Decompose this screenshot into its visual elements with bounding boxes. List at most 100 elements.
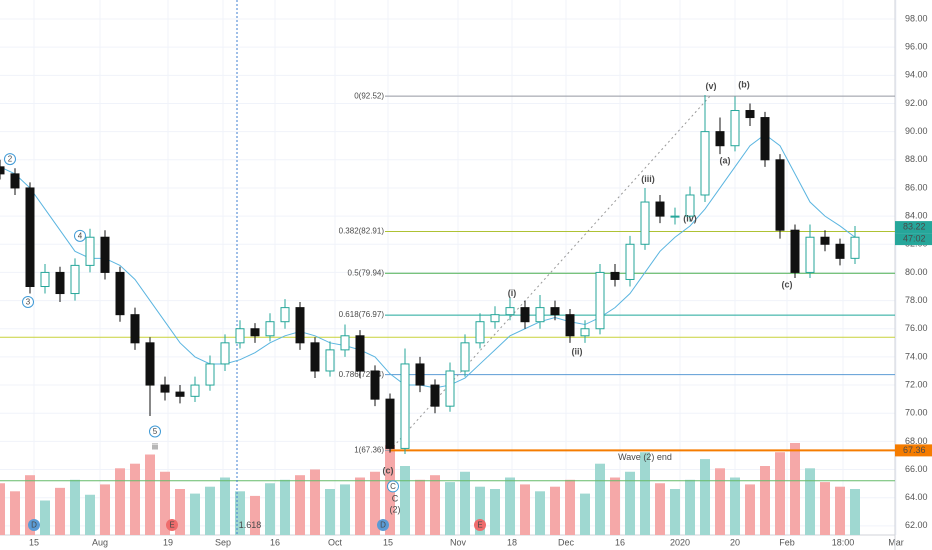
- y-tick-label: 74.00: [905, 351, 928, 361]
- wave-circle: [22, 295, 34, 308]
- volume-bar: [520, 484, 530, 535]
- candle-body: [550, 307, 560, 316]
- volume-bar: [775, 452, 785, 535]
- event-marker: [28, 519, 40, 531]
- candle-body: [400, 363, 410, 449]
- volume-bar: [220, 477, 230, 535]
- x-tick-label: Dec: [558, 537, 575, 547]
- candle-body: [535, 307, 545, 323]
- volume-bar: [805, 468, 815, 535]
- candle-body: [190, 384, 200, 397]
- wave-circle: [387, 480, 399, 493]
- x-tick-label: Nov: [450, 537, 467, 547]
- candle-body: [100, 236, 110, 273]
- event-label: E: [477, 521, 482, 530]
- wave-annotation: (iii): [641, 174, 655, 184]
- x-tick-label: 19: [163, 537, 173, 547]
- volume-bar: [850, 489, 860, 535]
- volume-bar: [175, 489, 185, 535]
- wave-annotation: (b): [738, 80, 750, 90]
- y-tick-label: 96.00: [905, 42, 928, 52]
- level-label: 0(92.52): [354, 91, 384, 100]
- wave-annotation: (c): [782, 279, 793, 289]
- note: C: [392, 493, 399, 503]
- x-tick-label: 18: [507, 537, 517, 547]
- wave-label: Wave (2) end: [618, 452, 672, 462]
- volume-bar: [610, 477, 620, 535]
- candle-body: [70, 264, 80, 295]
- candle-body: [265, 321, 275, 337]
- x-tick-label: Mar: [888, 537, 904, 547]
- x-tick-label: 15: [383, 537, 393, 547]
- candle-body: [40, 271, 50, 288]
- volume-bar: [505, 477, 515, 535]
- y-tick-label: 68.00: [905, 436, 928, 446]
- level-label: 0.382(82.91): [339, 227, 385, 236]
- y-tick-label: 64.00: [905, 492, 928, 502]
- event-label: E: [169, 521, 174, 530]
- wave-annotation: 4: [78, 231, 83, 240]
- candle-body: [235, 328, 245, 344]
- price-tag: [895, 444, 932, 457]
- wave-circle: [74, 229, 86, 242]
- volume-bar: [580, 493, 590, 535]
- price-tag: [895, 221, 932, 234]
- volume-bar: [235, 491, 245, 535]
- wave-annotation: (i): [508, 288, 517, 298]
- candle-body: [745, 110, 755, 119]
- volume-bar: [205, 486, 215, 535]
- candle-body: [10, 173, 20, 189]
- candle-body: [130, 314, 140, 344]
- candle-body: [565, 314, 575, 337]
- candle-body: [85, 236, 95, 266]
- volume-bar: [595, 463, 605, 535]
- candle-body: [55, 271, 65, 295]
- candle-body: [490, 314, 500, 323]
- x-tick-label: 2020: [670, 537, 690, 547]
- x-tick-label: Oct: [328, 537, 343, 547]
- event-label: D: [380, 521, 386, 530]
- candle-body: [415, 363, 425, 386]
- volume-bar: [400, 466, 410, 535]
- y-tick-label: 72.00: [905, 379, 928, 389]
- wave-annotation: (v): [706, 81, 717, 91]
- volume-bar: [760, 466, 770, 535]
- y-tick-label: 84.00: [905, 210, 928, 220]
- volume-bar: [430, 475, 440, 535]
- y-tick-label: 62.00: [905, 520, 928, 530]
- wave-annotation: (iv): [683, 213, 697, 223]
- volume-bar: [10, 491, 20, 535]
- moving-average: [0, 133, 856, 389]
- volume-bar: [475, 486, 485, 535]
- candle-body: [700, 131, 710, 196]
- y-tick-label: 94.00: [905, 70, 928, 80]
- volume-bar: [460, 471, 470, 535]
- volume-bar: [745, 484, 755, 535]
- y-tick-label: 76.00: [905, 323, 928, 333]
- y-tick-label: 80.00: [905, 267, 928, 277]
- wave-annotation: (ii): [572, 346, 583, 356]
- volume-bar: [70, 479, 80, 535]
- wave-annotation: 5: [153, 427, 158, 436]
- candle-body: [325, 349, 335, 372]
- volume-bar: [160, 471, 170, 535]
- level-label: 0.618(76.97): [339, 310, 385, 319]
- event-marker: [166, 519, 178, 531]
- wave-annotation: (a): [720, 156, 731, 166]
- candle-body: [775, 159, 785, 231]
- x-tick-label: 16: [615, 537, 625, 547]
- volume-bar: [820, 482, 830, 535]
- candle-body: [685, 194, 695, 217]
- price-tag-label: 83.22: [903, 221, 926, 231]
- candle-body: [640, 201, 650, 245]
- candle-body: [520, 307, 530, 323]
- volume-bar: [685, 479, 695, 535]
- volume-bar: [55, 487, 65, 535]
- candle-body: [595, 271, 605, 330]
- volume-bar: [655, 483, 665, 535]
- level-label: 0.5(79.94): [348, 268, 385, 277]
- note: 1.618: [239, 520, 262, 530]
- candle-body: [370, 370, 380, 400]
- candle-body: [430, 384, 440, 407]
